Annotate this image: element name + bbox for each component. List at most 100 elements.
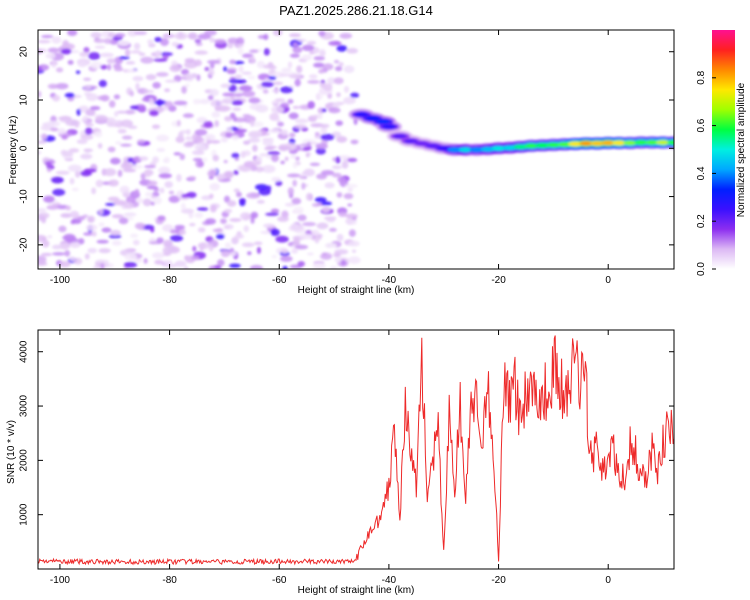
snr-ticks: -100 -80 -60 -40 -20 0 1000 2000 3000 4000 <box>19 330 674 586</box>
noise-blob <box>208 68 215 77</box>
noise-blob <box>194 39 202 44</box>
noise-blob <box>229 218 242 223</box>
noise-blob <box>347 157 358 163</box>
noise-blob <box>100 52 114 58</box>
noise-blob <box>280 160 285 165</box>
noise-blob <box>130 50 142 54</box>
noise-blob <box>253 241 263 246</box>
ridge-point <box>414 141 429 146</box>
noise-blob <box>181 86 187 94</box>
noise-blob <box>45 161 52 167</box>
noise-blob <box>84 253 90 260</box>
noise-blob <box>162 224 174 232</box>
noise-blob <box>157 215 166 221</box>
snr-y-tick-label: 3000 <box>19 394 30 417</box>
noise-blob <box>135 82 140 91</box>
noise-blob <box>220 218 227 224</box>
noise-blob <box>75 70 81 75</box>
noise-blob <box>64 250 71 257</box>
spectrogram-y-tick-label: -20 <box>19 237 30 252</box>
noise-blob <box>294 124 307 129</box>
noise-blob <box>338 212 348 218</box>
noise-blob <box>140 56 154 64</box>
noise-blob <box>101 227 112 233</box>
ridge-point <box>436 146 451 151</box>
ridge-point <box>623 140 638 146</box>
noise-blob <box>227 200 237 207</box>
noise-blob <box>346 47 359 54</box>
noise-blob <box>262 89 269 94</box>
noise-blob <box>111 214 124 219</box>
snr-x-tick-label: -40 <box>382 575 397 586</box>
ridge-point <box>557 142 572 147</box>
noise-blob <box>118 217 129 225</box>
noise-blob <box>203 121 213 128</box>
noise-blob <box>144 169 152 178</box>
noise-blob <box>52 94 61 102</box>
noise-blob <box>264 146 275 151</box>
noise-blob <box>338 155 351 159</box>
noise-blob <box>196 74 201 82</box>
noise-blob <box>47 235 53 239</box>
noise-blob <box>157 98 163 107</box>
noise-blob <box>103 168 117 177</box>
noise-blob <box>241 242 255 248</box>
noise-blob <box>350 139 359 145</box>
noise-blob <box>231 134 239 141</box>
noise-blob <box>313 56 326 61</box>
noise-blob <box>249 49 259 53</box>
noise-blob <box>332 103 341 108</box>
noise-blob <box>191 150 205 156</box>
noise-blob <box>100 94 110 102</box>
noise-blob <box>271 105 284 114</box>
ridge-point <box>579 141 594 146</box>
noise-blob <box>339 32 353 39</box>
noise-blob <box>145 74 157 81</box>
noise-blob <box>47 47 60 53</box>
noise-blob <box>185 136 193 141</box>
noise-blob <box>280 248 289 254</box>
ridge-point <box>590 141 605 146</box>
noise-blob <box>332 157 337 162</box>
noise-blob <box>77 61 87 68</box>
noise-blob <box>270 208 280 214</box>
noise-blob <box>38 151 42 155</box>
noise-blob <box>233 188 240 193</box>
spectrogram-x-tick-label: -100 <box>50 275 70 286</box>
noise-blob <box>229 263 241 268</box>
noise-blob <box>124 253 137 261</box>
noise-blob <box>223 195 231 203</box>
noise-blob <box>220 83 231 89</box>
noise-blob <box>83 77 92 81</box>
noise-blob <box>317 112 323 120</box>
noise-blob <box>67 60 74 65</box>
noise-blob <box>315 143 328 150</box>
noise-blob <box>105 202 116 206</box>
noise-blob <box>336 192 343 198</box>
noise-blob <box>194 143 208 151</box>
noise-blob <box>98 79 107 88</box>
noise-blob <box>154 37 162 43</box>
noise-blob <box>271 154 279 163</box>
spectrogram-x-tick-label: -60 <box>272 275 287 286</box>
noise-blob <box>197 242 210 250</box>
noise-blob <box>88 52 101 61</box>
noise-blob <box>281 67 292 73</box>
noise-blob <box>348 240 360 247</box>
noise-blob <box>163 252 171 257</box>
noise-blob <box>41 215 47 224</box>
noise-blob <box>259 153 269 157</box>
noise-blob <box>335 156 341 164</box>
noise-blob <box>234 157 240 161</box>
noise-blob <box>252 121 264 128</box>
noise-blob <box>88 216 94 223</box>
noise-blob <box>150 227 155 233</box>
noise-blob <box>58 261 71 268</box>
noise-blob <box>261 164 276 173</box>
noise-blob <box>169 64 182 73</box>
noise-blob <box>336 136 348 143</box>
noise-blob <box>335 120 344 126</box>
noise-blob <box>287 61 293 69</box>
noise-blob <box>163 239 173 248</box>
noise-blob <box>343 193 354 200</box>
